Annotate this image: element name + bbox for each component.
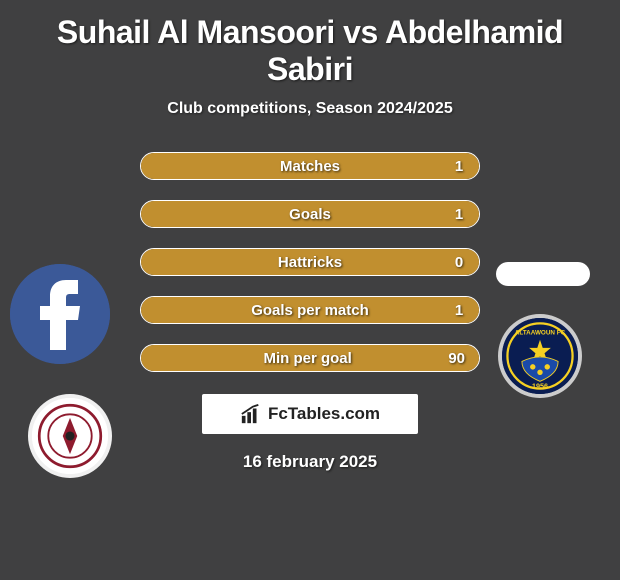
stat-label: Goals [181, 206, 439, 223]
stat-label: Min per goal [181, 350, 434, 367]
stat-row: Min per goal90 [140, 344, 480, 372]
page-title: Suhail Al Mansoori vs Abdelhamid Sabiri [0, 0, 620, 92]
page-subtitle: Club competitions, Season 2024/2025 [0, 92, 620, 136]
player-right-avatar-placeholder [496, 262, 590, 286]
barchart-icon [240, 403, 262, 425]
svg-text:1956: 1956 [532, 382, 548, 391]
player-left-avatar [10, 264, 110, 364]
stat-right-value: 1 [439, 158, 479, 175]
stat-right-value: 90 [434, 350, 479, 367]
comparison-content: ALTAAWOUN FC 1956 Matches1Goals1Hattrick… [0, 136, 620, 472]
branding-badge[interactable]: FcTables.com [202, 394, 418, 434]
stat-right-value: 1 [439, 302, 479, 319]
stats-bars: Matches1Goals1Hattricks0Goals per match1… [140, 136, 480, 372]
stat-row: Goals1 [140, 200, 480, 228]
alwahda-crest-icon [32, 394, 108, 478]
altaawoun-crest-icon: ALTAAWOUN FC 1956 [502, 314, 578, 398]
stat-row: Matches1 [140, 152, 480, 180]
svg-text:ALTAAWOUN FC: ALTAAWOUN FC [515, 329, 566, 336]
club-left-logo [28, 394, 112, 478]
club-right-logo: ALTAAWOUN FC 1956 [498, 314, 582, 398]
facebook-icon [10, 264, 110, 364]
stat-label: Hattricks [181, 254, 439, 271]
branding-text: FcTables.com [268, 404, 380, 424]
stat-label: Matches [181, 158, 439, 175]
stat-row: Goals per match1 [140, 296, 480, 324]
stat-right-value: 0 [439, 254, 479, 271]
stat-label: Goals per match [181, 302, 439, 319]
stat-row: Hattricks0 [140, 248, 480, 276]
stat-right-value: 1 [439, 206, 479, 223]
